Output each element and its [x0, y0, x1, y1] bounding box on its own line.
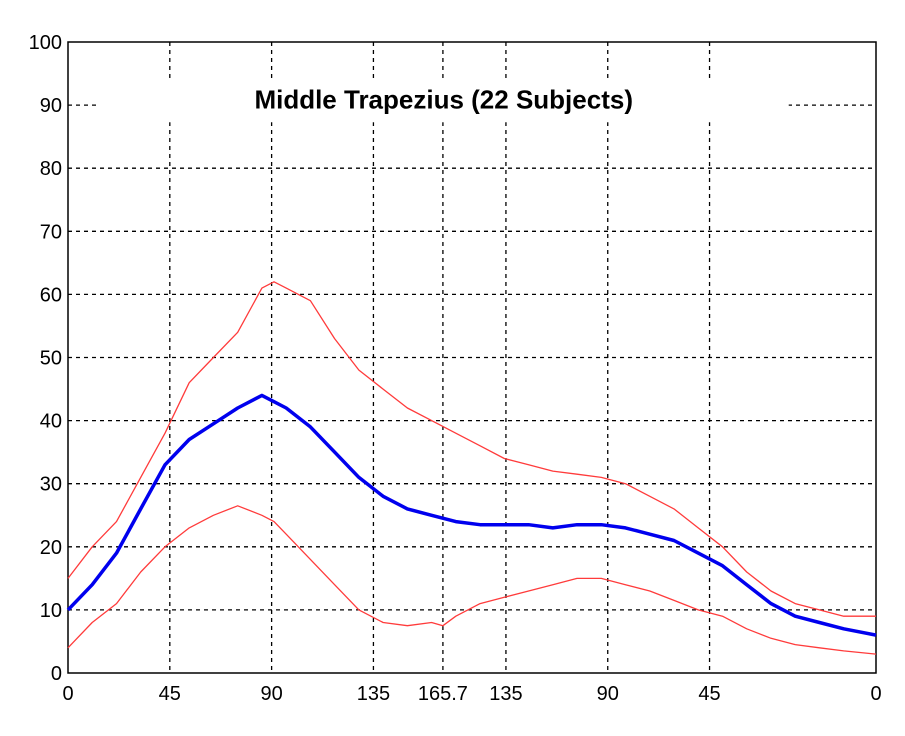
x-tick-label: 90: [597, 683, 619, 705]
x-tick-label: 135: [489, 683, 522, 705]
lower-bound-series-line: [67, 505, 877, 655]
x-tick-label: 0: [870, 683, 881, 705]
title-background: [98, 78, 789, 123]
x-tick-labels: 0 45 90 135 165.7 135 90 45 0: [62, 683, 881, 705]
x-tick-label: 45: [698, 683, 720, 705]
y-tick-label: 20: [40, 537, 62, 559]
y-tick-label: 40: [40, 411, 62, 433]
x-tick-label: 0: [62, 683, 73, 705]
y-tick-label: 80: [40, 158, 62, 180]
x-tick-label: 45: [159, 683, 181, 705]
y-tick-label: 10: [40, 600, 62, 622]
x-tick-label: 90: [260, 683, 282, 705]
y-tick-label: 60: [40, 284, 62, 306]
plot-frame: [67, 41, 877, 674]
chart-title: Middle Trapezius (22 Subjects): [254, 84, 633, 114]
y-tick-label: 30: [40, 474, 62, 496]
mean-series-line: [66, 393, 877, 637]
y-tick-label: 70: [40, 221, 62, 243]
y-tick-label: 90: [40, 95, 62, 117]
x-tick-label: 165.7: [418, 683, 468, 705]
y-tick-labels: 0 10 20 30 40 50 60 70 80 90 100: [29, 32, 62, 685]
y-tick-label: 0: [51, 663, 62, 685]
upper-bound-series-line: [67, 281, 876, 617]
x-tick-label: 135: [357, 683, 390, 705]
y-tick-label: 50: [40, 348, 62, 370]
y-tick-label: 100: [29, 32, 62, 54]
series-lines: [66, 281, 877, 655]
